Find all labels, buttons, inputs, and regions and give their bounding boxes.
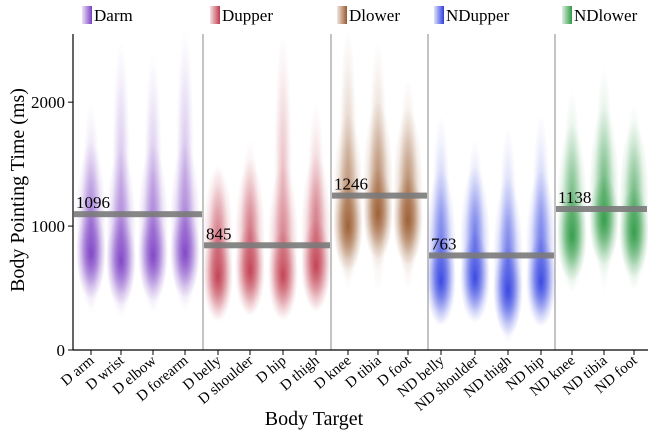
y-tick-label: 0 — [57, 341, 66, 360]
legend-label: Dupper — [222, 6, 273, 25]
violin-d-knee — [333, 27, 363, 295]
violin-nd-thigh — [493, 126, 523, 343]
violin-d-tibia — [363, 40, 393, 295]
violin-d-thigh — [301, 102, 331, 313]
legend-swatch — [337, 6, 347, 24]
violin-nd-tibia — [589, 64, 619, 295]
mean-line — [332, 192, 427, 199]
mean-line — [556, 205, 647, 212]
violin-nd-foot — [619, 102, 648, 295]
legend-swatch — [210, 6, 220, 24]
legend: Darm Dupper Dlower NDupper NDlower — [82, 6, 638, 25]
legend-item-darm: Darm — [82, 6, 133, 25]
legend-item-ndupper: NDupper — [434, 6, 510, 25]
violin-d-shoulder — [235, 139, 265, 316]
legend-item-dupper: Dupper — [210, 6, 273, 25]
violin-d-belly — [203, 164, 233, 322]
violin-nd-shoulder — [460, 139, 490, 324]
y-tick-label: 2000 — [31, 93, 65, 112]
mean-label: 1138 — [558, 188, 591, 207]
mean-layer: 1096 845 1246 763 1138 — [74, 175, 647, 259]
mean-line — [204, 242, 330, 249]
legend-label: NDlower — [574, 6, 638, 25]
legend-label: Dlower — [349, 6, 400, 25]
y-axis-label: Body Pointing Time (ms) — [7, 88, 29, 292]
legend-swatch — [562, 6, 572, 24]
legend-swatch — [82, 6, 92, 24]
mean-label: 1096 — [76, 193, 110, 212]
mean-line — [429, 252, 554, 259]
y-tick-label: 1000 — [31, 217, 65, 236]
violin-d-foot — [393, 77, 423, 295]
legend-label: Darm — [94, 6, 133, 25]
legend-item-dlower: Dlower — [337, 6, 400, 25]
violin-d-elbow — [138, 52, 168, 316]
violin-nd-belly — [426, 114, 456, 326]
violin-d-arm — [76, 102, 106, 316]
violin-d-hip — [268, 34, 298, 321]
x-tick-label: D thigh — [277, 352, 322, 394]
mean-label: 763 — [431, 234, 457, 253]
legend-item-ndlower: NDlower — [562, 6, 638, 25]
violin-d-wrist — [106, 40, 136, 320]
x-axis-label: Body Target — [265, 408, 364, 430]
violin-d-forearm — [170, 27, 200, 313]
mean-line — [74, 211, 202, 218]
legend-swatch — [434, 6, 444, 24]
violin-nd-hip — [526, 114, 556, 327]
mean-label: 1246 — [334, 175, 368, 194]
legend-label: NDupper — [446, 6, 510, 25]
mean-label: 845 — [206, 224, 232, 243]
